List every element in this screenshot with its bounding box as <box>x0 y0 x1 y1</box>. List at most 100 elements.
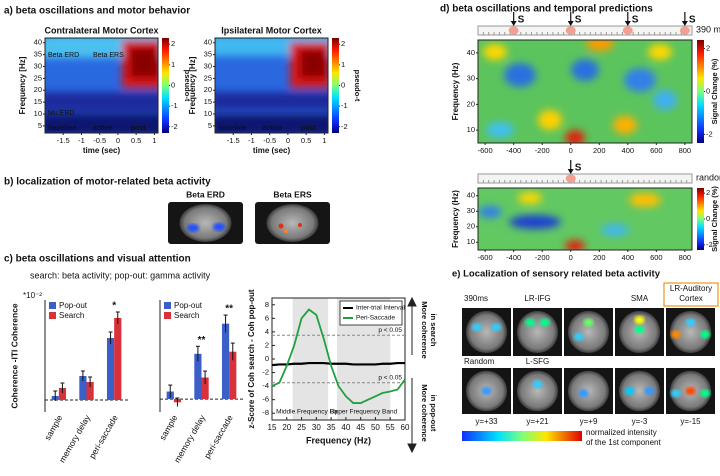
x-tick-label: -1 <box>78 136 85 145</box>
panel-title: e) Localization of sensory related beta … <box>452 269 661 280</box>
brain-image <box>168 202 243 244</box>
slice-label: y=-3 <box>632 417 648 426</box>
y-tick-label: 10 <box>204 109 212 118</box>
plot-frame <box>44 37 159 134</box>
stimulus-marker <box>622 26 633 35</box>
colorbar-tick-label: 0 <box>706 214 710 223</box>
x-tick-label: -1.5 <box>227 136 240 145</box>
plot-frame <box>477 39 693 144</box>
x-tick-label: 200 <box>593 146 606 155</box>
activation-blob <box>624 387 635 395</box>
condition-label: random <box>696 172 720 182</box>
stimulus-label: S <box>689 15 696 26</box>
slice-brain <box>618 370 661 412</box>
colorbar-tick-label: -2 <box>341 122 348 131</box>
activation-blob <box>670 330 681 339</box>
y-tick-label: 20 <box>467 99 475 108</box>
y-tick-label: -4 <box>262 381 269 390</box>
side-annotation: More coherence <box>420 384 429 442</box>
y-tick-label: -8 <box>262 408 269 417</box>
y-tick-label: 0 <box>265 354 269 363</box>
y-axis-label: Coherence -ITI Coherence <box>9 303 19 409</box>
colorbar-tick-label: 1 <box>171 60 175 69</box>
y-tick-label: 30 <box>467 74 475 83</box>
legend-swatch <box>49 302 56 309</box>
y-tick-label: 35 <box>34 50 42 59</box>
y-tick-label: 20 <box>34 85 42 94</box>
band-label: Middle Frequency Band <box>276 409 345 416</box>
x-tick-label: 200 <box>593 253 606 262</box>
x-tick-label: 55 <box>386 423 395 432</box>
arrow <box>407 296 417 454</box>
x-tick-label: 50 <box>371 423 380 432</box>
panel-subtitle: search: beta activity; pop-out: gamma ac… <box>30 270 211 280</box>
side-annotation: in pop-out <box>429 395 438 432</box>
y-tick-label: 10 <box>34 109 42 118</box>
bar <box>86 382 94 400</box>
colorbar-label: pseudo-t <box>353 70 362 102</box>
colorbar-tick-label: -1 <box>341 101 348 110</box>
x-tick-label: -1 <box>248 136 255 145</box>
y-axis-label: Frequency (Hz) <box>451 62 460 120</box>
region-label: Cortex <box>679 294 703 303</box>
x-tick-label: -400 <box>506 146 521 155</box>
y-tick-label: 20 <box>467 222 475 231</box>
stimulus-marker <box>679 26 690 35</box>
y-tick-label: -6 <box>262 395 269 404</box>
y-tick-label: 30 <box>467 206 475 215</box>
heatmap <box>478 188 692 250</box>
x-tick-label: 25 <box>297 423 306 432</box>
activation-blob <box>685 387 696 395</box>
y-tick-label: 30 <box>204 61 212 70</box>
x-tick-label: -600 <box>478 253 493 262</box>
colorbar <box>462 431 582 441</box>
map-title: Ipsilateral Motor Cortex <box>221 25 322 35</box>
stimulus-label: S <box>575 15 582 26</box>
colorbar-tick-label: -2 <box>706 129 713 138</box>
significance-marker: ** <box>198 335 206 346</box>
colorbar-label: Signal Change (%) <box>710 58 719 124</box>
x-tick-label: 600 <box>650 253 663 262</box>
slice-label: y=-15 <box>680 417 701 426</box>
activation-blob <box>634 325 645 334</box>
panel-title: c) beta oscillations and visual attentio… <box>4 254 191 265</box>
stimulus-label: S <box>632 15 639 26</box>
y-tick-label: -2 <box>262 368 269 377</box>
legend-swatch <box>49 312 56 319</box>
y-axis-label: Frequency [Hz] <box>188 56 197 114</box>
slice-brain <box>516 370 559 412</box>
colorbar-label: normalized intensity <box>586 428 657 437</box>
x-tick-label: -600 <box>478 146 493 155</box>
x-tick-label: 45 <box>356 423 365 432</box>
bar <box>58 388 67 400</box>
x-tick-label: 0 <box>569 146 573 155</box>
colorbar-label: Signal Change (%) <box>710 186 719 252</box>
y-tick-label: 25 <box>34 73 42 82</box>
significance-marker: * <box>112 301 116 312</box>
stimulus-label: S <box>518 15 525 26</box>
panel-title: d) beta oscillations and temporal predic… <box>440 4 653 15</box>
y-scale-label: *10⁻² <box>23 291 42 300</box>
y-tick-label: 25 <box>204 73 212 82</box>
y-tick-label: 40 <box>204 38 212 47</box>
x-tick-label: 800 <box>679 253 692 262</box>
x-tick-label: -0.5 <box>93 136 106 145</box>
brain-slices <box>462 308 715 414</box>
legend-label: Search <box>59 311 84 320</box>
colorbar <box>332 38 339 133</box>
activation-blob <box>670 389 681 398</box>
phase-label: baseline <box>48 125 76 132</box>
y-tick-label: 5 <box>38 121 42 130</box>
heatmap <box>478 40 692 143</box>
legend-box <box>339 300 403 326</box>
y-axis-label: Frequency (Hz) <box>451 190 460 248</box>
panel-title: a) beta oscillations and motor behavior <box>4 6 190 17</box>
activation-blob <box>471 323 482 332</box>
x-tick-label: 600 <box>650 146 663 155</box>
plot-frame <box>214 37 329 134</box>
x-tick-label: -0.5 <box>263 136 276 145</box>
x-tick-label: 20 <box>282 423 291 432</box>
y-tick-label: 5 <box>208 121 212 130</box>
bar <box>114 318 122 400</box>
y-tick-label: 40 <box>467 48 475 57</box>
